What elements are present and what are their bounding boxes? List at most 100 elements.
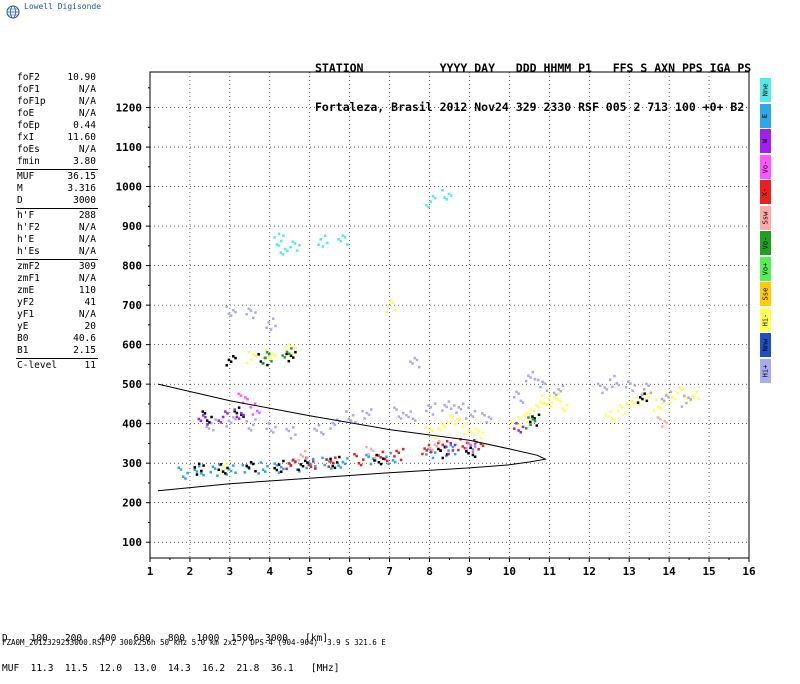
echo-point <box>469 446 472 450</box>
echo-point <box>661 402 665 405</box>
echo-point <box>596 382 600 386</box>
profile-curve <box>157 383 547 492</box>
echo-point <box>413 356 417 360</box>
echo-point <box>473 410 477 413</box>
echo-point <box>217 419 220 422</box>
echo-point <box>240 411 243 415</box>
echo-point <box>265 348 268 352</box>
echo-point <box>367 413 371 417</box>
param-value: N/A <box>78 246 96 257</box>
echo-point <box>285 467 288 471</box>
echo-point <box>245 361 248 365</box>
echo-point <box>465 450 468 453</box>
echo-point <box>471 448 475 451</box>
param-separator <box>16 208 98 209</box>
echo-point <box>274 354 277 357</box>
echo-point <box>524 411 528 415</box>
param-label: C-level <box>17 360 58 371</box>
echo-point <box>559 400 562 403</box>
echo-point <box>281 253 285 256</box>
echo-point <box>279 465 283 469</box>
echo-point <box>294 460 297 463</box>
echo-point <box>395 408 398 411</box>
echo-trace <box>197 408 525 456</box>
echo-point <box>473 433 476 436</box>
echo-point <box>511 420 514 423</box>
echo-point <box>265 427 268 431</box>
echo-point <box>433 443 437 446</box>
echo-point <box>607 415 610 419</box>
echo-point <box>519 399 523 403</box>
echo-point <box>687 396 690 399</box>
echo-point <box>343 462 347 466</box>
echo-point <box>374 456 377 460</box>
chart-grid <box>150 72 749 558</box>
echo-point <box>660 397 664 401</box>
echo-point <box>666 394 670 397</box>
echo-point <box>433 436 437 440</box>
echo-point <box>225 305 228 308</box>
param-row: zmF2 309 <box>0 261 98 273</box>
echo-point <box>293 461 297 464</box>
echo-point <box>463 433 466 436</box>
echo-point <box>565 403 569 407</box>
echo-point <box>341 460 345 464</box>
echo-point <box>548 394 552 397</box>
echo-point <box>551 401 554 404</box>
echo-point <box>461 425 464 429</box>
echo-point <box>206 423 209 426</box>
echo-point <box>529 376 532 379</box>
echo-point <box>319 431 323 434</box>
echo-point <box>429 406 433 409</box>
x-tick-label: 10 <box>503 565 516 578</box>
echo-point <box>217 468 220 472</box>
echo-point <box>314 467 317 470</box>
echo-point <box>309 465 313 469</box>
echo-point <box>455 411 458 414</box>
echo-point <box>443 425 447 428</box>
echo-point <box>298 470 301 473</box>
param-value: 288 <box>78 210 96 221</box>
echo-point <box>221 470 225 473</box>
legend-label: Vo- <box>761 160 770 173</box>
echo-point <box>184 477 187 480</box>
echo-point <box>321 456 324 460</box>
echo-point <box>638 396 642 399</box>
echo-point <box>513 427 516 430</box>
echo-point <box>465 422 468 425</box>
echo-point <box>605 388 609 391</box>
header-line-1: STATION YYYY DAY DDD HHMM P1 FFS S AXN P… <box>315 61 752 75</box>
legend-label: X- <box>761 187 770 197</box>
echo-point <box>555 393 558 396</box>
echo-point <box>351 413 355 417</box>
echo-point <box>377 454 380 457</box>
echo-point <box>519 431 523 434</box>
echo-point <box>645 382 648 386</box>
echo-point <box>232 464 235 467</box>
echo-point <box>429 200 433 203</box>
echo-point <box>473 442 477 446</box>
echo-point <box>409 410 413 413</box>
echo-point <box>515 390 518 394</box>
legend-item: Vo- <box>760 154 771 179</box>
echo-point <box>389 451 393 455</box>
echo-point <box>205 419 209 422</box>
echo-point <box>293 242 297 245</box>
echo-point <box>274 324 277 328</box>
echo-trace <box>285 438 485 471</box>
echo-point <box>427 433 430 436</box>
echo-point <box>244 396 247 399</box>
echo-point <box>453 452 457 456</box>
echo-point <box>453 443 457 447</box>
echo-point <box>274 425 277 429</box>
echo-point <box>453 423 456 426</box>
echo-trace <box>273 189 453 256</box>
echo-point <box>263 356 267 359</box>
echo-point <box>317 243 320 247</box>
echo-point <box>367 453 370 456</box>
echo-point <box>240 413 243 417</box>
logo-text: Lowell Digisonde <box>24 2 102 11</box>
echo-point <box>445 454 448 458</box>
echo-point <box>465 447 468 450</box>
echo-point <box>365 411 369 415</box>
